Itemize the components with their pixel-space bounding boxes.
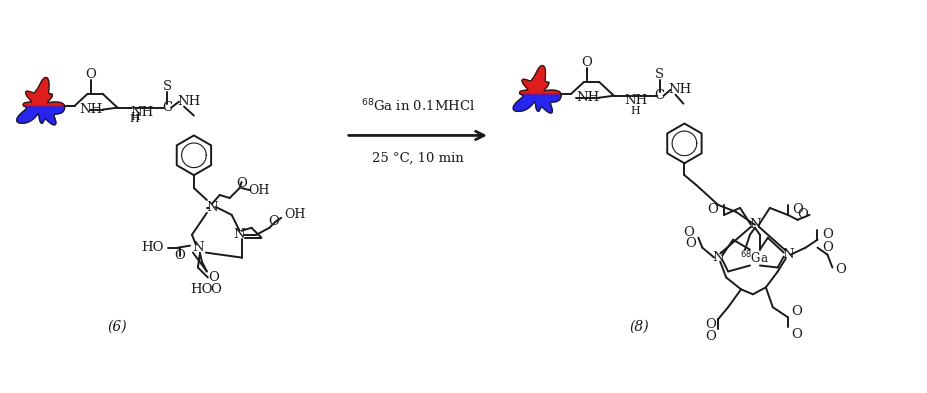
- Text: N: N: [781, 248, 793, 261]
- Text: C: C: [162, 101, 172, 114]
- Text: O: O: [834, 263, 845, 276]
- Text: $^{68}$Ga in 0.1MHCl: $^{68}$Ga in 0.1MHCl: [361, 97, 475, 114]
- Text: H: H: [130, 114, 139, 123]
- Text: N: N: [192, 241, 204, 254]
- Text: NH: NH: [667, 83, 691, 96]
- Text: NH: NH: [80, 103, 103, 116]
- Text: C: C: [654, 89, 664, 102]
- Text: OH: OH: [284, 208, 305, 221]
- Text: NH: NH: [624, 94, 647, 107]
- Text: N: N: [206, 202, 217, 215]
- Text: HO: HO: [142, 241, 164, 254]
- Text: 25 °C, 10 min: 25 °C, 10 min: [372, 152, 464, 165]
- Text: O: O: [705, 329, 716, 343]
- Polygon shape: [23, 77, 65, 106]
- Text: O: O: [683, 226, 693, 239]
- Polygon shape: [17, 106, 65, 125]
- Text: (8): (8): [629, 320, 648, 334]
- Text: OH: OH: [248, 184, 270, 196]
- Text: NH: NH: [576, 91, 599, 104]
- Text: O: O: [268, 215, 278, 228]
- Polygon shape: [513, 94, 561, 113]
- Text: O: O: [208, 271, 219, 284]
- Text: O: O: [791, 305, 802, 318]
- Polygon shape: [519, 66, 561, 94]
- Text: O: O: [821, 228, 832, 241]
- Text: HO: HO: [190, 283, 213, 296]
- Text: O: O: [235, 176, 247, 189]
- Text: O: O: [706, 204, 717, 217]
- Text: S: S: [162, 80, 171, 93]
- Text: O: O: [705, 318, 716, 331]
- Text: O: O: [685, 237, 695, 250]
- Text: $^{68}$Ga: $^{68}$Ga: [740, 249, 768, 266]
- Text: (6): (6): [108, 320, 127, 334]
- Text: N: N: [712, 251, 723, 264]
- Text: O: O: [791, 327, 802, 340]
- Text: O: O: [792, 204, 803, 217]
- Text: O: O: [210, 283, 221, 296]
- Text: H: H: [131, 112, 140, 121]
- Text: NH: NH: [131, 106, 154, 119]
- Text: O: O: [821, 241, 832, 254]
- Text: NH: NH: [177, 95, 200, 108]
- Text: O: O: [85, 68, 96, 81]
- Text: O: O: [174, 249, 185, 262]
- Text: O: O: [797, 208, 807, 221]
- Text: N: N: [234, 228, 245, 241]
- Text: S: S: [654, 68, 664, 81]
- Text: H: H: [629, 106, 639, 116]
- Text: N: N: [748, 218, 760, 231]
- Text: O: O: [581, 57, 592, 70]
